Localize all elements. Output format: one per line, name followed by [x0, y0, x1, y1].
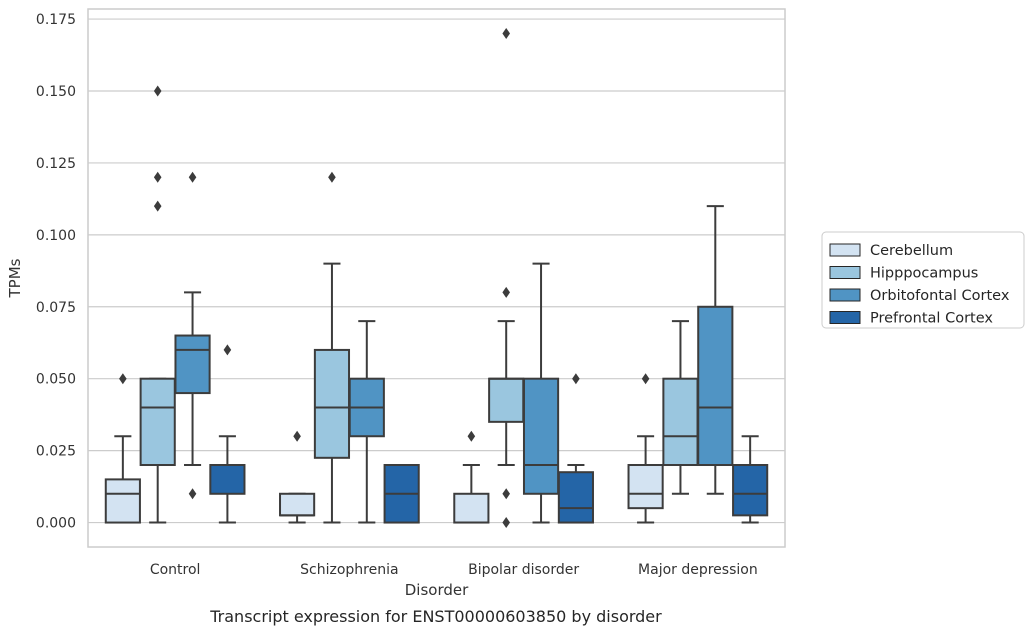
outlier-point — [188, 171, 197, 183]
category-group — [279, 171, 420, 524]
outlier-point — [467, 430, 476, 442]
y-tick-label: 0.150 — [36, 84, 76, 100]
box — [557, 471, 594, 524]
y-axis-label: TPMs — [6, 258, 24, 298]
chart-caption: Transcript expression for ENST0000060385… — [209, 607, 662, 626]
outlier-point — [328, 171, 336, 183]
outlier-point — [293, 430, 301, 442]
box — [453, 492, 490, 524]
x-tick-label: Schizophrenia — [300, 562, 398, 578]
x-tick-label: Control — [150, 562, 201, 578]
y-axis-ticks: 0.000 0.025 0.050 0.075 0.100 0.125 0.150 0.175 — [36, 12, 76, 531]
box — [662, 377, 699, 467]
box — [627, 464, 664, 510]
outlier-point — [153, 200, 162, 212]
outlier-point — [153, 171, 162, 183]
category-group — [627, 205, 769, 524]
box — [279, 492, 316, 517]
y-tick-label: 0.000 — [36, 516, 76, 532]
y-tick-label: 0.075 — [36, 300, 76, 316]
box — [174, 334, 211, 395]
plot-frame — [87, 8, 786, 548]
y-tick-label: 0.100 — [36, 228, 76, 244]
outlier-point — [502, 488, 510, 500]
box — [488, 377, 525, 423]
outlier-point — [572, 373, 580, 385]
legend-items: Cerebellum Hipppocampus Orbitofontal Corte… — [829, 243, 1010, 327]
legend-label: Prefrontal Cortex — [870, 311, 993, 327]
outlier-point — [188, 488, 197, 500]
legend-label: Orbitofontal Cortex — [870, 288, 1010, 304]
outlier-point — [119, 373, 127, 385]
box — [209, 464, 246, 495]
legend-label: Cerebellum — [870, 243, 953, 259]
legend-swatch — [829, 243, 861, 257]
box — [522, 377, 560, 495]
legend-swatch — [829, 288, 861, 302]
box — [732, 464, 769, 517]
box — [697, 305, 734, 467]
outlier-point — [153, 85, 162, 97]
y-tick-label: 0.125 — [36, 156, 76, 172]
y-tick-label: 0.050 — [36, 372, 76, 388]
y-tick-label: 0.025 — [36, 444, 76, 460]
x-tick-label: Bipolar disorder — [468, 562, 579, 578]
outlier-point — [502, 517, 510, 529]
x-axis-ticks: Control Schizophrenia Bipolar disorder Majo… — [150, 562, 758, 578]
legend-label: Hipppocampus — [870, 266, 978, 282]
outlier-point — [502, 27, 510, 39]
outlier-point — [223, 344, 232, 356]
box-groups — [104, 27, 769, 529]
box — [104, 478, 141, 524]
outlier-point — [502, 286, 510, 298]
category-group — [453, 27, 594, 529]
legend-swatch — [829, 311, 861, 324]
y-tick-label: 0.175 — [36, 12, 76, 28]
category-group — [104, 85, 246, 524]
legend-frame — [821, 231, 1025, 329]
outlier-point — [641, 373, 650, 385]
box — [313, 348, 351, 459]
x-tick-label: Major depression — [638, 562, 758, 578]
legend: Cerebellum Hipppocampus Orbitofontal Corte… — [821, 231, 1025, 329]
legend-swatch — [829, 266, 861, 279]
x-axis-label: Disorder — [405, 581, 469, 599]
box — [139, 377, 176, 467]
